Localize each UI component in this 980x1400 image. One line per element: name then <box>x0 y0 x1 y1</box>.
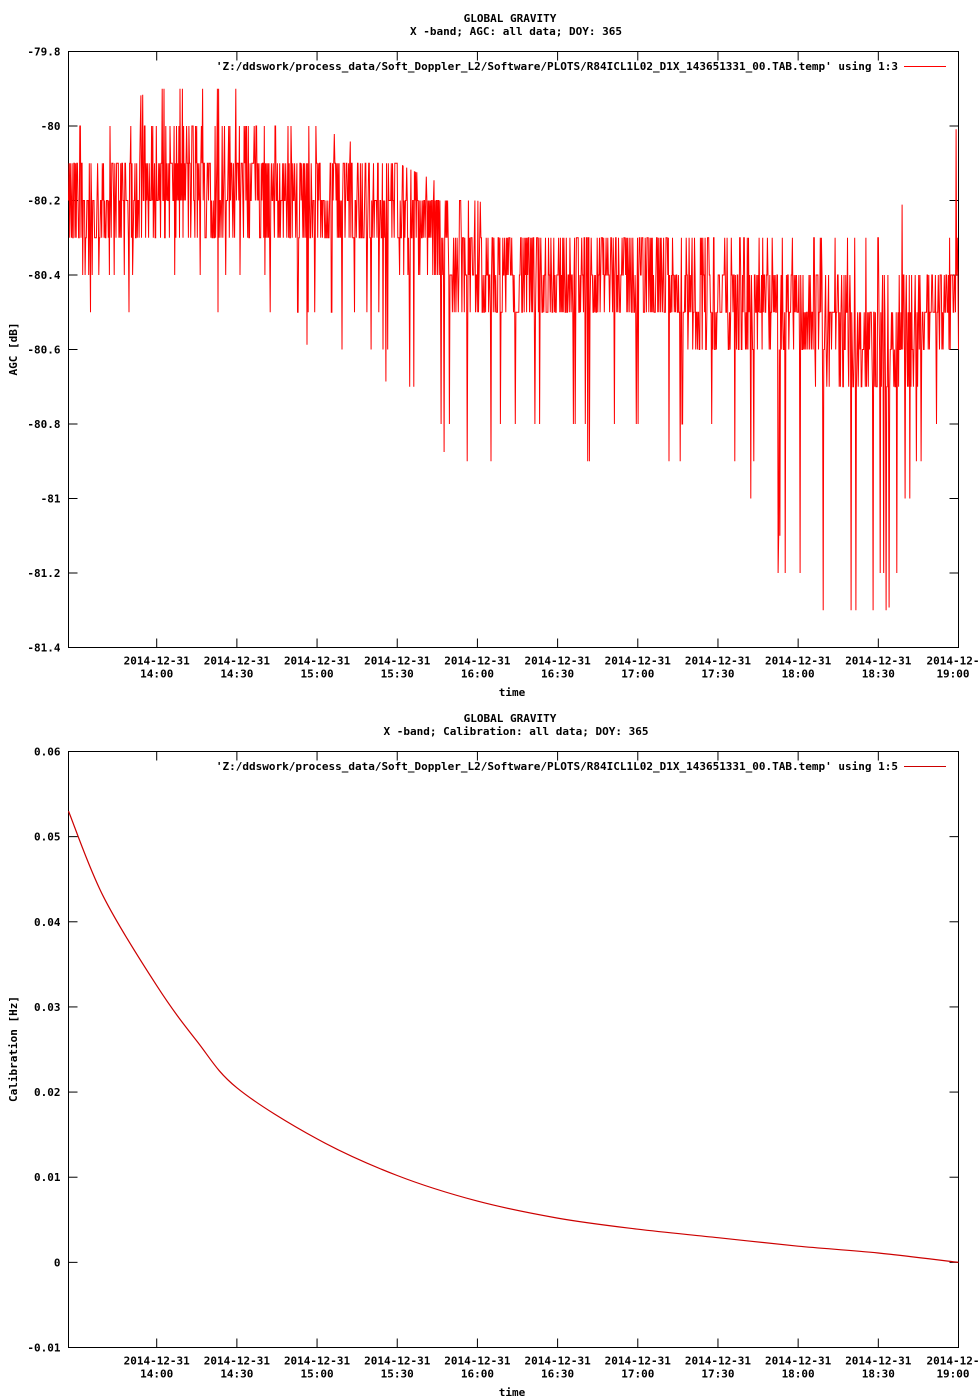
x-tick-date: 2014-12-31 <box>605 655 672 668</box>
series-agc <box>68 88 959 611</box>
y-ticks: -79.8 -80 -80.2 -80.4 -80.6 -80.8 -81 -81.2 -81.… <box>27 46 959 655</box>
x-tick-time: 17:30 <box>701 1368 734 1381</box>
x-tick-time: 16:00 <box>461 668 494 681</box>
x-tick-date: 2014-12-31 <box>364 1355 431 1368</box>
x-tick-date: 2014-12-31 <box>524 1355 591 1368</box>
x-tick-time: 14:30 <box>220 668 253 681</box>
y-tick-label: 0.02 <box>34 1086 61 1099</box>
y-tick-label: -79.8 <box>27 46 60 59</box>
y-ticks: 0.06 0.05 0.04 0.03 0.02 0.01 0 -0.01 <box>27 746 959 1355</box>
x-tick-time: 14:30 <box>220 1368 253 1381</box>
agc-chart: GLOBAL GRAVITY X -band; AGC: all data; D… <box>7 12 980 699</box>
y-tick-label: -0.01 <box>27 1342 60 1355</box>
y-tick-label: -80.8 <box>27 418 60 431</box>
x-tick-time: 16:00 <box>461 1368 494 1381</box>
x-tick-time: 19:00 <box>936 668 969 681</box>
plot-frame <box>68 751 959 1348</box>
x-tick-time: 17:30 <box>701 668 734 681</box>
y-tick-label: -80.4 <box>27 269 60 282</box>
x-tick-date: 2014-12-31 <box>124 1355 191 1368</box>
x-tick-time: 18:00 <box>782 668 815 681</box>
y-tick-label: 0.04 <box>34 916 61 929</box>
x-tick-time: 15:30 <box>381 1368 414 1381</box>
x-tick-date: 2014-12-31 <box>685 1355 752 1368</box>
x-tick-date: 2014-12-31 <box>524 655 591 668</box>
chart-title: GLOBAL GRAVITY <box>464 12 557 25</box>
x-tick-time: 19:00 <box>936 1368 969 1381</box>
x-axis-label: time <box>499 686 526 699</box>
x-tick-date: 2014-12-31 <box>204 1355 271 1368</box>
x-tick-date: 2014-12-31 <box>765 1355 832 1368</box>
y-tick-label: -80.2 <box>27 195 60 208</box>
x-tick-time: 16:30 <box>541 1368 574 1381</box>
chart-subtitle: X -band; Calibration: all data; DOY: 365 <box>384 725 649 738</box>
x-tick-date: 2014-12-31 <box>444 1355 511 1368</box>
x-tick-time: 15:00 <box>300 668 333 681</box>
y-axis-label: AGC [dB] <box>7 323 20 376</box>
y-tick-label: 0.05 <box>34 831 61 844</box>
calibration-line <box>67 810 959 1263</box>
chart-subtitle: X -band; AGC: all data; DOY: 365 <box>410 25 622 38</box>
x-tick-date: 2014-12-31 <box>364 655 431 668</box>
legend-label: 'Z:/ddswork/process_data/Soft_Doppler_L2… <box>216 60 898 73</box>
x-tick-time: 18:30 <box>862 1368 895 1381</box>
x-tick-date: 2014-12- <box>927 655 980 668</box>
legend-label: 'Z:/ddswork/process_data/Soft_Doppler_L2… <box>216 760 898 773</box>
x-tick-date: 2014-12-31 <box>845 1355 912 1368</box>
x-tick-date: 2014-12- <box>927 1355 980 1368</box>
x-tick-time: 17:00 <box>621 668 654 681</box>
y-axis-label: Calibration [Hz] <box>7 996 20 1102</box>
y-tick-label: -81.2 <box>27 567 60 580</box>
y-tick-label: 0.01 <box>34 1171 61 1184</box>
x-tick-date: 2014-12-31 <box>444 655 511 668</box>
x-tick-time: 14:00 <box>140 1368 173 1381</box>
chart-title: GLOBAL GRAVITY <box>464 712 557 725</box>
x-axis-label: time <box>499 1386 526 1399</box>
y-tick-label: -81.4 <box>27 642 60 655</box>
x-tick-time: 18:00 <box>782 1368 815 1381</box>
x-tick-time: 15:00 <box>300 1368 333 1381</box>
agc-line <box>68 88 959 611</box>
x-tick-date: 2014-12-31 <box>284 1355 351 1368</box>
x-tick-time: 14:00 <box>140 668 173 681</box>
y-tick-label: 0.06 <box>34 746 61 759</box>
x-tick-date: 2014-12-31 <box>284 655 351 668</box>
x-tick-date: 2014-12-31 <box>204 655 271 668</box>
y-tick-label: 0 <box>54 1256 61 1269</box>
x-tick-time: 15:30 <box>381 668 414 681</box>
y-tick-label: -80 <box>41 120 61 133</box>
y-tick-label: -81 <box>41 493 61 506</box>
x-tick-date: 2014-12-31 <box>605 1355 672 1368</box>
x-tick-date: 2014-12-31 <box>124 655 191 668</box>
calibration-chart: GLOBAL GRAVITY X -band; Calibration: all… <box>7 712 980 1399</box>
x-tick-time: 18:30 <box>862 668 895 681</box>
x-tick-time: 16:30 <box>541 668 574 681</box>
y-tick-label: 0.03 <box>34 1001 61 1014</box>
x-tick-date: 2014-12-31 <box>845 655 912 668</box>
x-tick-time: 17:00 <box>621 1368 654 1381</box>
x-tick-date: 2014-12-31 <box>765 655 832 668</box>
y-tick-label: -80.6 <box>27 344 60 357</box>
x-ticks: 2014-12-3114:002014-12-3114:302014-12-31… <box>124 751 980 1381</box>
x-tick-date: 2014-12-31 <box>685 655 752 668</box>
series-calibration <box>67 810 959 1263</box>
x-ticks: 2014-12-3114:002014-12-3114:302014-12-31… <box>124 51 980 681</box>
